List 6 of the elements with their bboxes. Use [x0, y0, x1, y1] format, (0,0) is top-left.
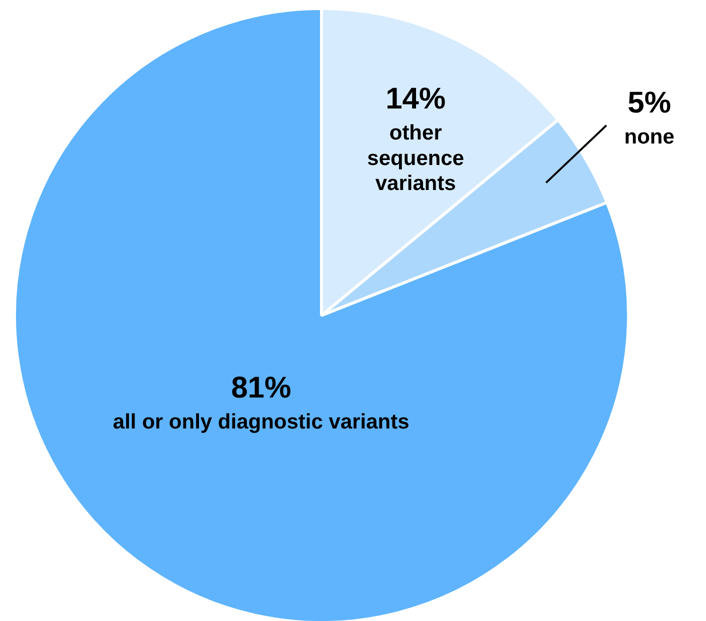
data-label: 81% — [231, 371, 292, 404]
slice-label: none — [624, 125, 674, 148]
slice-label: all or only diagnostic variants — [112, 410, 410, 434]
slice-label: other sequence variants — [367, 122, 464, 196]
data-label: 5% — [628, 86, 672, 120]
data-label: 14% — [386, 82, 446, 116]
